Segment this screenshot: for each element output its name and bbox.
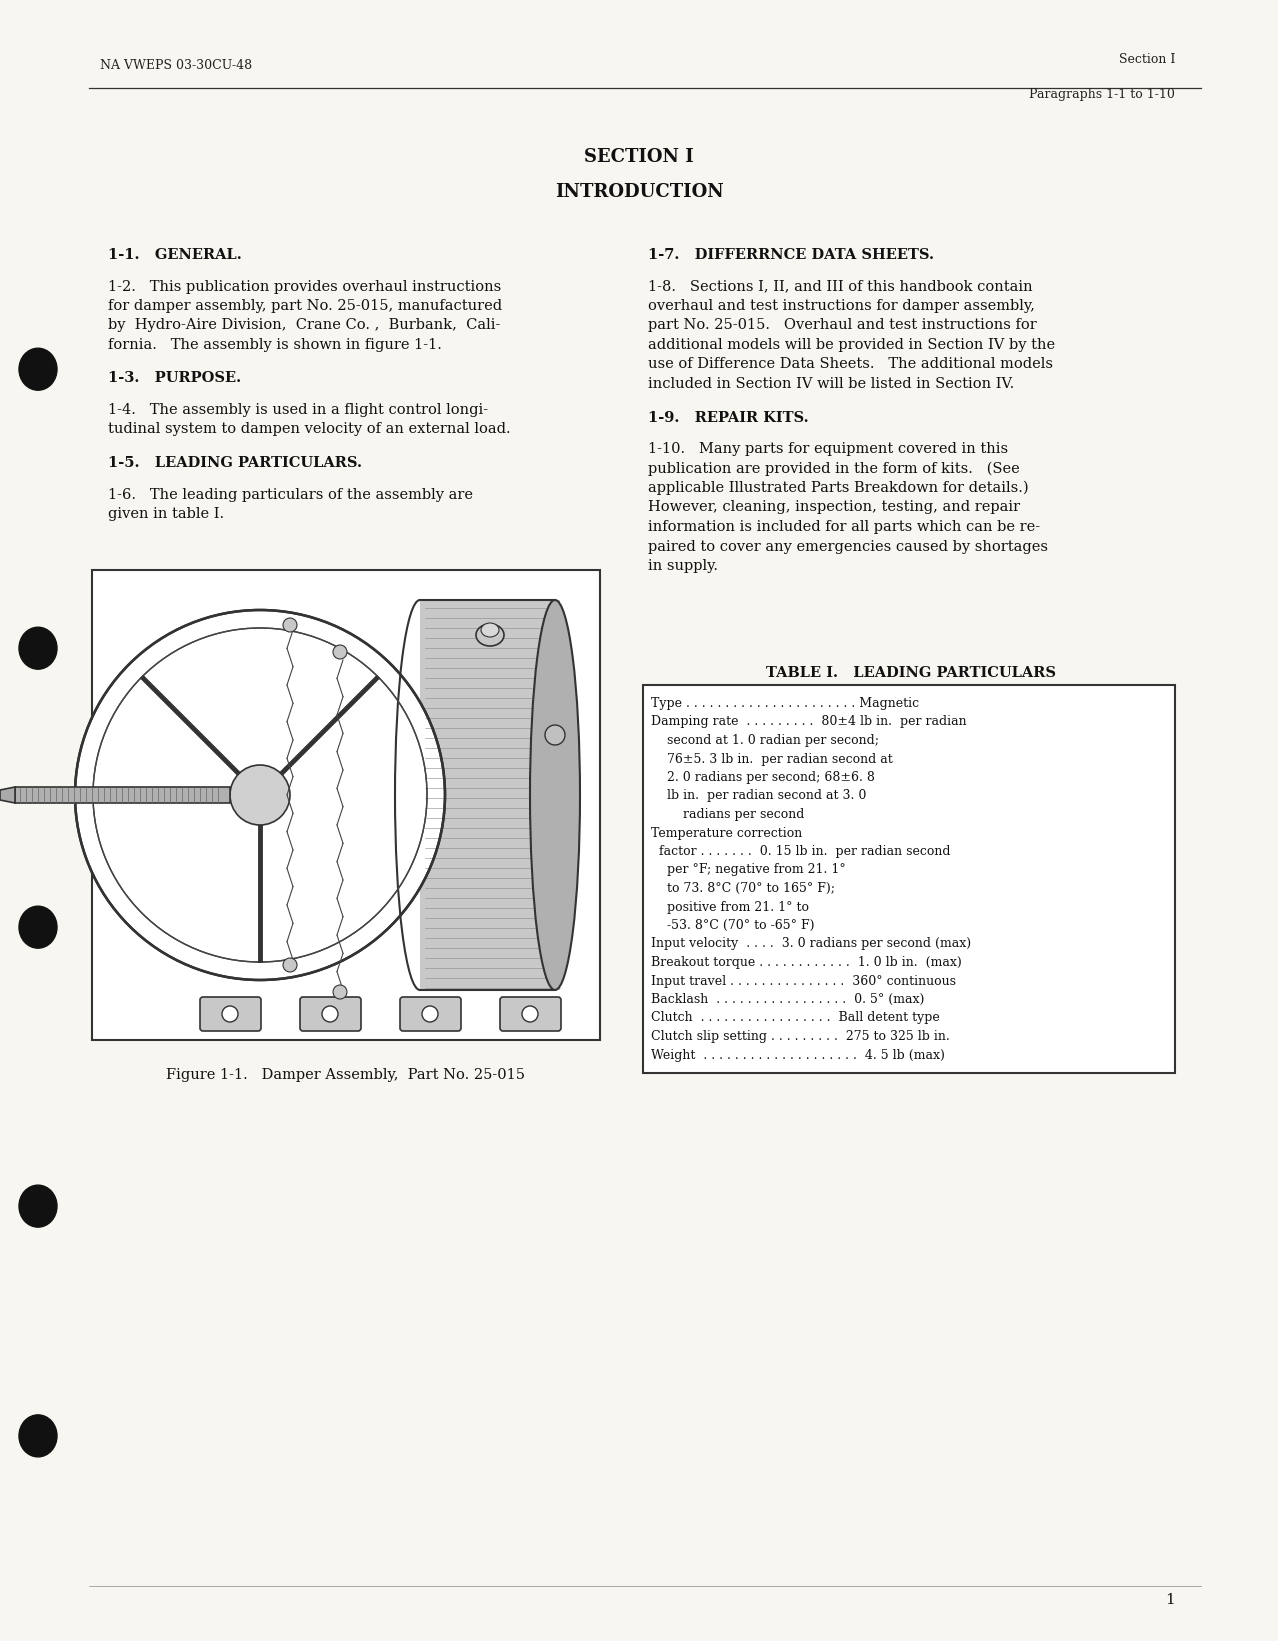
Ellipse shape [19, 627, 58, 670]
Text: Backlash  . . . . . . . . . . . . . . . . .  0. 5° (max): Backlash . . . . . . . . . . . . . . . .… [651, 993, 924, 1006]
Circle shape [322, 1006, 337, 1022]
Text: factor . . . . . . .  0. 15 lb in.  per radian second: factor . . . . . . . 0. 15 lb in. per ra… [651, 845, 951, 858]
Text: in supply.: in supply. [648, 560, 718, 573]
Text: -53. 8°C (70° to -65° F): -53. 8°C (70° to -65° F) [651, 919, 814, 932]
Text: for damper assembly, part No. 25-015, manufactured: for damper assembly, part No. 25-015, ma… [109, 299, 502, 313]
Text: 2. 0 radians per second; 68±6. 8: 2. 0 radians per second; 68±6. 8 [651, 771, 875, 784]
Text: Input velocity  . . . .  3. 0 radians per second (max): Input velocity . . . . 3. 0 radians per … [651, 937, 971, 950]
Text: per °F; negative from 21. 1°: per °F; negative from 21. 1° [651, 863, 846, 876]
Text: additional models will be provided in Section IV by the: additional models will be provided in Se… [648, 338, 1056, 353]
Text: 1-6.   The leading particulars of the assembly are: 1-6. The leading particulars of the asse… [109, 487, 473, 502]
Text: 1-9.   REPAIR KITS.: 1-9. REPAIR KITS. [648, 410, 809, 425]
Text: tudinal system to dampen velocity of an external load.: tudinal system to dampen velocity of an … [109, 422, 511, 437]
Text: 1-10.   Many parts for equipment covered in this: 1-10. Many parts for equipment covered i… [648, 441, 1008, 456]
Text: second at 1. 0 radian per second;: second at 1. 0 radian per second; [651, 734, 879, 747]
FancyBboxPatch shape [400, 998, 461, 1031]
Text: 1-4.   The assembly is used in a flight control longi-: 1-4. The assembly is used in a flight co… [109, 404, 488, 417]
Text: TABLE I.   LEADING PARTICULARS: TABLE I. LEADING PARTICULARS [767, 666, 1057, 679]
Text: applicable Illustrated Parts Breakdown for details.): applicable Illustrated Parts Breakdown f… [648, 481, 1029, 496]
Text: lb in.  per radian second at 3. 0: lb in. per radian second at 3. 0 [651, 789, 866, 802]
Text: Input travel . . . . . . . . . . . . . . .  360° continuous: Input travel . . . . . . . . . . . . . .… [651, 975, 956, 988]
Text: Paragraphs 1-1 to 1-10: Paragraphs 1-1 to 1-10 [1029, 89, 1174, 102]
Circle shape [282, 958, 296, 971]
Text: Figure 1-1.   Damper Assembly,  Part No. 25-015: Figure 1-1. Damper Assembly, Part No. 25… [166, 1068, 525, 1081]
Text: Weight  . . . . . . . . . . . . . . . . . . . .  4. 5 lb (max): Weight . . . . . . . . . . . . . . . . .… [651, 1049, 944, 1062]
Text: Breakout torque . . . . . . . . . . . .  1. 0 lb in.  (max): Breakout torque . . . . . . . . . . . . … [651, 957, 962, 968]
Ellipse shape [475, 624, 504, 647]
Text: overhaul and test instructions for damper assembly,: overhaul and test instructions for dampe… [648, 299, 1035, 313]
Text: Type . . . . . . . . . . . . . . . . . . . . . . Magnetic: Type . . . . . . . . . . . . . . . . . .… [651, 697, 919, 711]
Text: radians per second: radians per second [651, 807, 804, 820]
Text: 1-1.   GENERAL.: 1-1. GENERAL. [109, 248, 242, 263]
Text: SECTION I: SECTION I [584, 148, 694, 166]
Text: INTRODUCTION: INTRODUCTION [555, 184, 723, 200]
Circle shape [334, 985, 348, 999]
Circle shape [75, 610, 443, 980]
Circle shape [334, 645, 348, 660]
Bar [15, 788, 230, 802]
FancyBboxPatch shape [419, 599, 560, 990]
Text: use of Difference Data Sheets.   The additional models: use of Difference Data Sheets. The addit… [648, 358, 1053, 371]
FancyBboxPatch shape [300, 998, 360, 1031]
Text: by  Hydro-Aire Division,  Crane Co. ,  Burbank,  Cali-: by Hydro-Aire Division, Crane Co. , Burb… [109, 318, 501, 333]
Text: fornia.   The assembly is shown in figure 1-1.: fornia. The assembly is shown in figure … [109, 338, 442, 353]
FancyBboxPatch shape [500, 998, 561, 1031]
FancyBboxPatch shape [199, 998, 261, 1031]
Circle shape [422, 1006, 438, 1022]
Text: However, cleaning, inspection, testing, and repair: However, cleaning, inspection, testing, … [648, 501, 1020, 515]
Circle shape [230, 765, 290, 825]
Text: positive from 21. 1° to: positive from 21. 1° to [651, 901, 809, 914]
Text: part No. 25-015.   Overhaul and test instructions for: part No. 25-015. Overhaul and test instr… [648, 318, 1036, 333]
Text: publication are provided in the form of kits.   (See: publication are provided in the form of … [648, 461, 1020, 476]
Text: Clutch  . . . . . . . . . . . . . . . . .  Ball detent type: Clutch . . . . . . . . . . . . . . . . .… [651, 1011, 939, 1024]
Text: paired to cover any emergencies caused by shortages: paired to cover any emergencies caused b… [648, 540, 1048, 553]
Bar [92, 569, 599, 1040]
Text: information is included for all parts which can be re-: information is included for all parts wh… [648, 520, 1040, 533]
Ellipse shape [19, 1185, 58, 1227]
Bar [643, 684, 1174, 1073]
Text: 1: 1 [1166, 1593, 1174, 1607]
Circle shape [222, 1006, 238, 1022]
Text: Damping rate  . . . . . . . . .  80±4 lb in.  per radian: Damping rate . . . . . . . . . 80±4 lb i… [651, 715, 966, 729]
Bar [420, 601, 560, 990]
Text: to 73. 8°C (70° to 165° F);: to 73. 8°C (70° to 165° F); [651, 881, 835, 894]
Text: included in Section IV will be listed in Section IV.: included in Section IV will be listed in… [648, 377, 1015, 391]
Circle shape [544, 725, 565, 745]
Text: Temperature correction: Temperature correction [651, 827, 803, 840]
Ellipse shape [19, 348, 58, 391]
Text: 1-5.   LEADING PARTICULARS.: 1-5. LEADING PARTICULARS. [109, 456, 362, 469]
Ellipse shape [530, 601, 580, 990]
Circle shape [282, 619, 296, 632]
Text: 76±5. 3 lb in.  per radian second at: 76±5. 3 lb in. per radian second at [651, 753, 893, 765]
Circle shape [521, 1006, 538, 1022]
Text: NA VWEPS 03-30CU-48: NA VWEPS 03-30CU-48 [100, 59, 252, 72]
Text: given in table I.: given in table I. [109, 507, 224, 520]
Ellipse shape [481, 624, 498, 637]
Text: 1-8.   Sections I, II, and III of this handbook contain: 1-8. Sections I, II, and III of this han… [648, 279, 1033, 294]
Ellipse shape [19, 906, 58, 948]
Text: 1-3.   PURPOSE.: 1-3. PURPOSE. [109, 371, 242, 386]
Ellipse shape [19, 1415, 58, 1457]
Text: 1-7.   DIFFERRNCE DATA SHEETS.: 1-7. DIFFERRNCE DATA SHEETS. [648, 248, 934, 263]
Text: Section I: Section I [1118, 53, 1174, 66]
Polygon shape [0, 788, 15, 802]
Text: Clutch slip setting . . . . . . . . .  275 to 325 lb in.: Clutch slip setting . . . . . . . . . 27… [651, 1031, 950, 1044]
Text: 1-2.   This publication provides overhaul instructions: 1-2. This publication provides overhaul … [109, 279, 501, 294]
